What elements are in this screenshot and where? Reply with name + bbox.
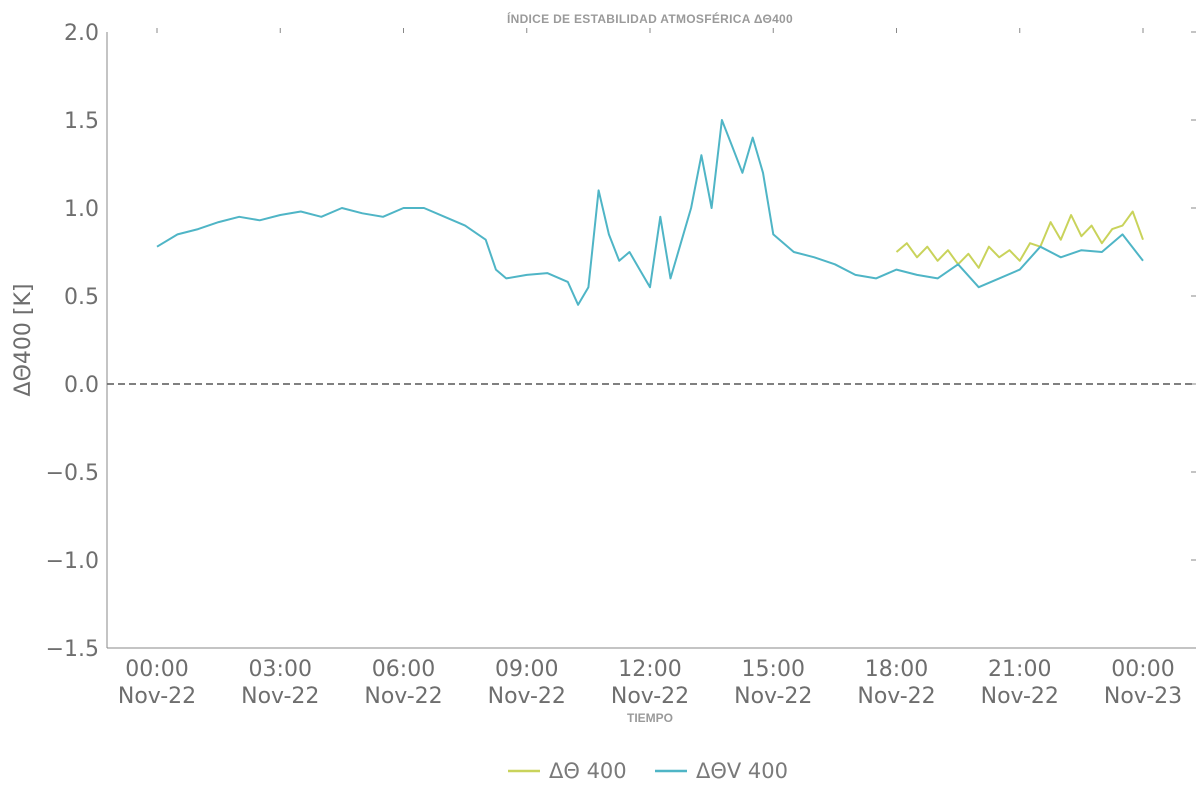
x-ticks: 00:00Nov-2203:00Nov-2206:00Nov-2209:00No… [118,28,1182,709]
x-tick-time: 12:00 [618,657,681,682]
x-tick-date: Nov-22 [734,684,812,709]
y-tick-label: −1.0 [46,549,99,574]
x-axis-label: TIEMPO [627,711,673,725]
chart-title: ÍNDICE DE ESTABILIDAD ATMOSFÉRICA ΔΘ400 [507,11,793,26]
y-tick-label: −1.5 [46,637,99,662]
series-line-dthetav [156,119,1144,306]
x-tick-time: 06:00 [372,657,435,682]
x-tick-time: 03:00 [249,657,312,682]
x-tick-time: 09:00 [495,657,558,682]
x-tick-time: 21:00 [988,657,1051,682]
series-line-dtheta [895,210,1144,269]
x-tick-date: Nov-22 [364,684,442,709]
plot-area: 2.01.51.00.50.0−0.5−1.0−1.5 00:00Nov-220… [46,21,1196,709]
y-ticks: 2.0 1.5 1.0 0.5 0.0 −0.5 −1.0 −1.5 [46,21,1196,662]
y-tick-label: 1.0 [64,197,99,222]
x-tick-date: Nov-22 [981,684,1059,709]
x-tick-time: 00:00 [125,657,188,682]
y-tick-label: 0.0 [64,373,99,398]
x-tick-date: Nov-22 [857,684,935,709]
x-tick-date: Nov-22 [611,684,689,709]
series-lines [156,119,1144,306]
x-tick-date: Nov-22 [488,684,566,709]
legend: ΔΘ 400 ΔΘV 400 [508,759,788,783]
y-tick-label: 2.0 [64,21,99,46]
y-tick-label: −0.5 [46,461,99,486]
x-tick-time: 18:00 [865,657,928,682]
legend-label-dtheta: ΔΘ 400 [549,759,627,783]
y-axis-label: ΔΘ400 [K] [11,284,36,397]
x-tick-time: 00:00 [1111,657,1174,682]
x-tick-time: 15:00 [742,657,805,682]
x-tick-date: Nov-23 [1104,684,1182,709]
y-tick-label: 0.5 [64,285,99,310]
x-tick-date: Nov-22 [241,684,319,709]
legend-label-dthetav: ΔΘV 400 [696,759,788,783]
x-tick-date: Nov-22 [118,684,196,709]
y-tick-label: 1.5 [64,109,99,134]
